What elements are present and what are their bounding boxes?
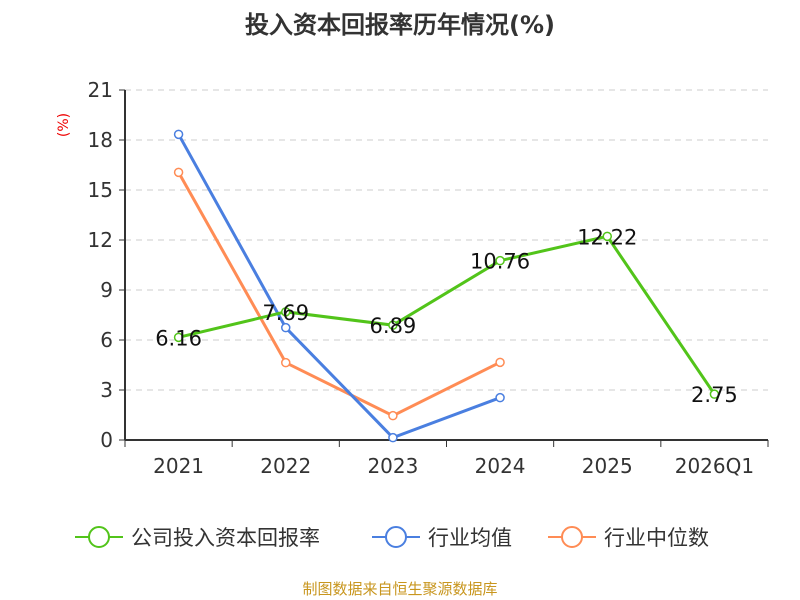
y-tick-label: 9: [100, 278, 113, 302]
y-tick-label: 12: [88, 228, 113, 252]
source-footer: 制图数据来自恒生聚源数据库: [302, 580, 497, 598]
legend-item[interactable]: 公司投入资本回报率: [75, 526, 320, 550]
y-tick-label: 18: [88, 128, 113, 152]
data-label: 2.75: [691, 383, 738, 407]
data-point: [495, 392, 505, 403]
data-label: 7.69: [262, 301, 309, 325]
legend-marker-icon: [561, 526, 583, 548]
data-point: [388, 432, 398, 443]
data-label: 6.89: [370, 314, 417, 338]
data-point: [495, 255, 505, 266]
x-tick-label: 2026Q1: [675, 454, 754, 478]
y-tick-label: 3: [100, 378, 113, 402]
x-tick-label: 2021: [153, 454, 204, 478]
data-point: [281, 307, 291, 317]
data-point: [388, 410, 398, 421]
data-label: 10.76: [470, 250, 530, 274]
data-point: [173, 167, 184, 178]
x-tick-label: 2022: [260, 454, 311, 478]
data-point: [281, 357, 291, 368]
data-point: [173, 332, 184, 343]
legend-label: 行业均值: [428, 526, 512, 550]
data-point: [602, 231, 612, 242]
series-line: [177, 133, 501, 440]
y-tick-label: 15: [88, 178, 113, 202]
legend-label: 行业中位数: [604, 526, 709, 550]
legend-item[interactable]: 行业均值: [372, 526, 512, 550]
data-point: [388, 320, 398, 330]
x-tick-label: 2024: [475, 454, 526, 478]
data-label: 6.16: [155, 326, 202, 350]
legend-marker-icon: [88, 526, 110, 548]
legend-item[interactable]: 行业中位数: [548, 526, 709, 550]
y-tick-label: 21: [88, 78, 113, 102]
data-point: [281, 322, 291, 333]
x-tick-label: 2023: [367, 454, 418, 478]
legend-marker-icon: [385, 526, 407, 548]
y-axis-label: (%): [56, 113, 72, 137]
data-point: [173, 129, 184, 140]
x-tick-label: 2025: [582, 454, 633, 478]
chart-title: 投入资本回报率历年情况(%): [245, 11, 555, 39]
data-point: [709, 389, 720, 399]
legend-label: 公司投入资本回报率: [131, 526, 320, 550]
y-tick-label: 6: [100, 328, 113, 352]
series-line: [177, 171, 501, 418]
y-tick-label: 0: [100, 428, 113, 452]
series-line: [178, 234, 716, 396]
data-label: 12.22: [577, 225, 637, 249]
data-point: [495, 357, 505, 368]
